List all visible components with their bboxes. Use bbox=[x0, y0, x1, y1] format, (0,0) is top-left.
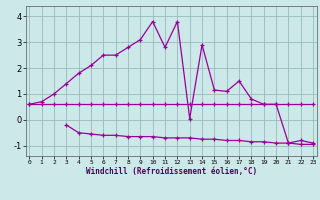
X-axis label: Windchill (Refroidissement éolien,°C): Windchill (Refroidissement éolien,°C) bbox=[86, 167, 257, 176]
